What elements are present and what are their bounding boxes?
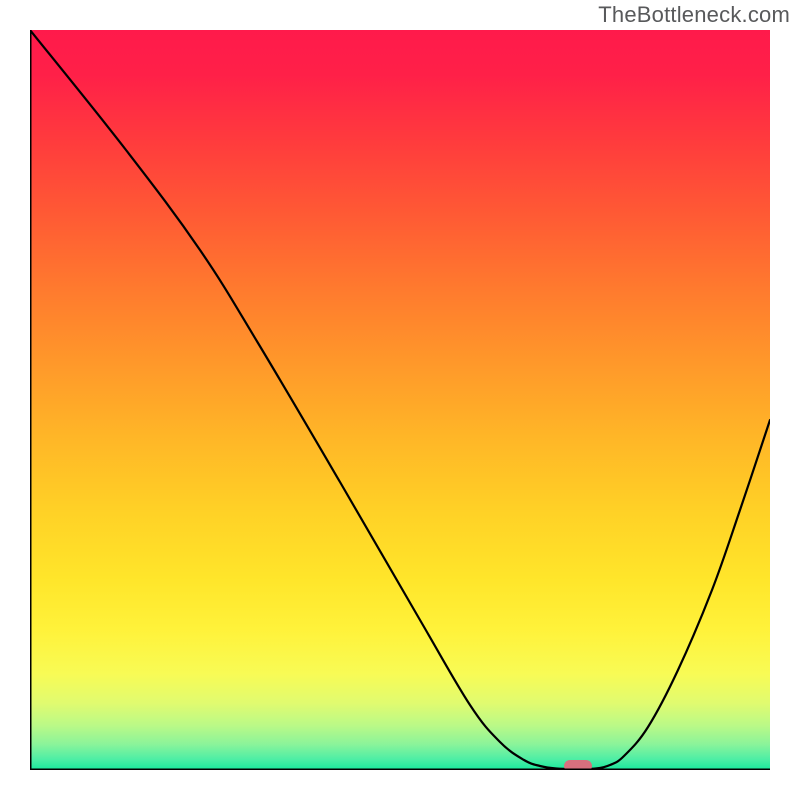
chart-background — [30, 30, 770, 770]
watermark-text: TheBottleneck.com — [598, 2, 790, 28]
chart-svg — [30, 30, 770, 770]
chart-frame: TheBottleneck.com — [0, 0, 800, 800]
chart-plot — [30, 30, 770, 770]
